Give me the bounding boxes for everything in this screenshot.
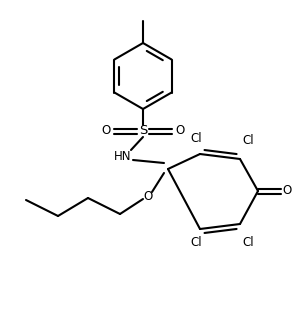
- Text: O: O: [144, 190, 153, 202]
- Text: Cl: Cl: [242, 237, 254, 249]
- Text: Cl: Cl: [242, 134, 254, 147]
- Text: O: O: [101, 124, 111, 137]
- Text: S: S: [139, 124, 147, 137]
- Text: O: O: [282, 184, 292, 198]
- Text: O: O: [175, 124, 185, 137]
- Text: Cl: Cl: [190, 237, 202, 249]
- Text: Cl: Cl: [190, 133, 202, 145]
- Text: HN: HN: [114, 149, 132, 163]
